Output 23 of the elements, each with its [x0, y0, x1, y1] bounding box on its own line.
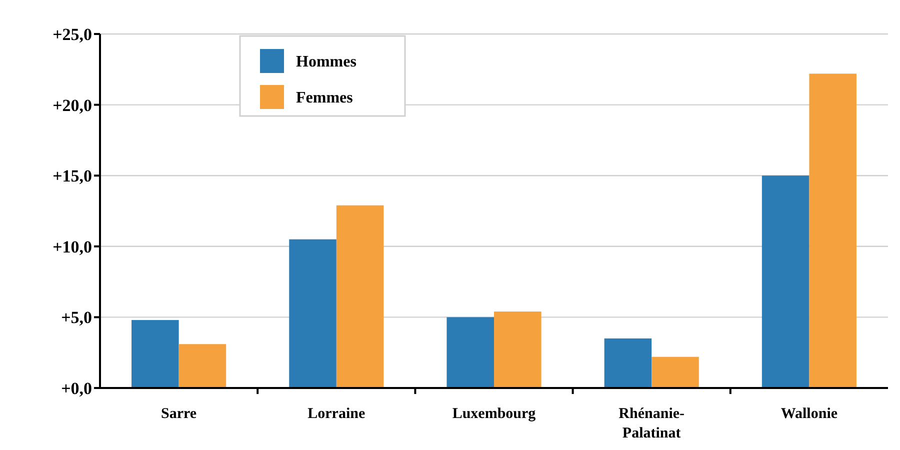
bar — [652, 356, 699, 388]
bar — [446, 317, 494, 388]
y-tick-label: +15,0 — [52, 166, 92, 186]
x-tick-label: Sarre — [161, 406, 197, 422]
bar — [762, 176, 810, 388]
y-tick-label: +25,0 — [52, 24, 92, 44]
x-tick-label: Lorraine — [308, 406, 366, 422]
y-tick-label: +0,0 — [61, 378, 92, 398]
x-tick-label: Rhénanie- Palatinat — [618, 406, 685, 442]
bar — [178, 344, 226, 388]
legend-label: Hommes — [296, 54, 356, 71]
x-tick-label: Wallonie — [780, 406, 838, 422]
legend-label: Femmes — [296, 90, 353, 107]
bar — [132, 320, 179, 388]
bar — [289, 239, 336, 388]
bar — [336, 205, 384, 388]
x-tick-label: Luxembourg — [452, 406, 536, 422]
y-tick-label: +10,0 — [52, 237, 92, 256]
y-tick-label: +5,0 — [61, 308, 92, 328]
bar — [494, 312, 542, 388]
y-tick-label: +20,0 — [52, 96, 92, 115]
bar — [604, 338, 652, 388]
bar — [809, 74, 856, 388]
